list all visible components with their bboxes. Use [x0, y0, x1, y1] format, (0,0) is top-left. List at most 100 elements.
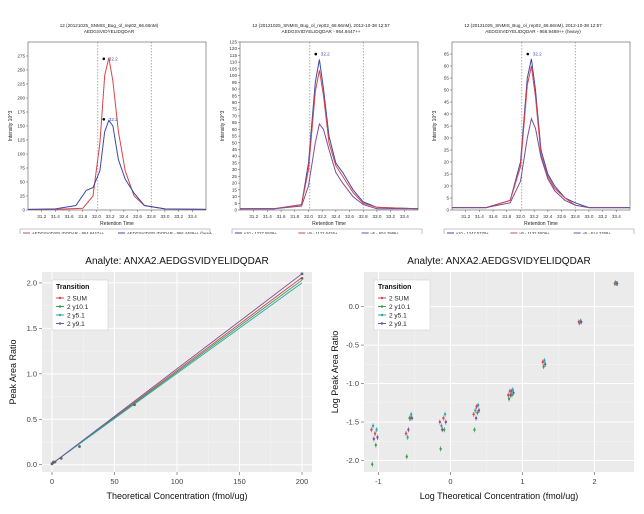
y-tick-label: 25 — [232, 174, 238, 179]
y-axis-label: Intensity 10^3 — [220, 110, 226, 141]
x-tick-label: 32.8 — [147, 214, 156, 219]
x-tick-label: 33.2 — [174, 214, 183, 219]
x-tick-label: 33.4 — [188, 214, 197, 219]
x-tick-label: 31.8 — [502, 214, 511, 219]
y-axis-label: Log Peak Area Ratio — [330, 331, 340, 414]
series-line-red — [240, 70, 419, 210]
data-point — [474, 416, 478, 420]
y-tick-label: 75 — [20, 166, 26, 171]
data-point — [473, 428, 476, 431]
y-tick-label: 100 — [229, 73, 237, 78]
legend-entry: y10 - 1237.5939+ — [244, 231, 277, 234]
legend-marker — [58, 296, 62, 300]
x-tick-label: 32.6 — [557, 214, 566, 219]
y-tick-label: 20 — [232, 181, 238, 186]
data-point — [59, 456, 63, 460]
x-tick-label: 32.0 — [516, 214, 525, 219]
legend-marker — [58, 305, 62, 308]
y-tick-label: 25 — [20, 194, 26, 199]
y-tick-label: 20 — [444, 160, 450, 165]
legend-entry: y9 - 1122.5426+ — [307, 231, 338, 234]
x-axis-label: Log Theoretical Concentration (fmol/ug) — [420, 491, 578, 501]
y-tick-label: 0 — [22, 208, 25, 213]
legend-entry: 2 SUM — [389, 295, 409, 302]
x-axis-label: Retention Time — [100, 221, 134, 227]
data-point — [440, 424, 443, 428]
x-tick-label: 200 — [296, 477, 309, 486]
data-point — [512, 391, 515, 394]
legend-entry: AEDGSVIDYELIDQDAR - 956.4489++ (heavy) — [127, 231, 212, 234]
legend-entry: 2 y10.1 — [67, 304, 89, 311]
x-tick-label: 150 — [233, 477, 246, 486]
legend-marker — [380, 322, 384, 325]
data-point — [541, 360, 544, 364]
data-point — [374, 443, 378, 447]
calibration-linear-panel: Analyte: ANXA2.AEDGSVIDYELIDQDAR 0 50 100 15… — [0, 250, 318, 512]
legend-entry: 2 y5.1 — [389, 312, 407, 319]
legend-title: Transition — [378, 284, 411, 291]
y-tick-label: 250 — [17, 68, 25, 73]
y-tick-label: 100 — [17, 152, 25, 157]
x-tick-label: 31.4 — [51, 214, 60, 219]
data-point — [443, 413, 447, 416]
chart-title: 12 (20121025_SNMIS_Bug_ol_rep02_66.66nM) — [60, 23, 159, 28]
x-tick-label: 100 — [171, 477, 184, 486]
y-tick-label: 40 — [232, 154, 238, 159]
x-tick-label: 33.2 — [386, 214, 395, 219]
calibration-log-chart: Analyte: ANXA2.AEDGSVIDYELIDQDAR -1 0 1 2 -2.… — [330, 256, 634, 501]
calibration-log-panel: Analyte: ANXA2.AEDGSVIDYELIDQDAR -1 0 1 2 -2.… — [322, 250, 640, 512]
x-tick-label: 32.2 — [530, 214, 539, 219]
chart-title: Analyte: ANXA2.AEDGSVIDYELIDQDAR — [407, 256, 590, 267]
y-tick-label: 60 — [232, 127, 238, 132]
legend: y10 - 1247.5779+ y9 - 1132.5509+ y5 - 614.… — [443, 228, 635, 234]
y-tick-label: 55 — [444, 76, 450, 81]
chart-subtitle: AEDGSVIDYELIDQDAR - 954.9447++ — [282, 29, 361, 34]
chromatogram-1: 12 (20121025_SNMIS_Bug_ol_rep02_66.66nM)… — [8, 23, 212, 234]
peak-apex-marker — [102, 57, 106, 61]
y-tick-label: -1.0 — [346, 379, 359, 388]
legend-marker — [380, 305, 384, 308]
y-tick-label: 45 — [232, 147, 238, 152]
data-point — [444, 420, 448, 424]
data-point — [507, 397, 511, 401]
x-tick-label: 31.8 — [290, 214, 299, 219]
y-axis-label: Peak Area Ratio — [8, 339, 18, 404]
y-tick-label: 175 — [17, 110, 25, 115]
data-point — [78, 445, 81, 448]
y-tick-label: 75 — [232, 107, 238, 112]
y-tick-label: 15 — [232, 187, 238, 192]
x-tick-label: 32.0 — [92, 214, 101, 219]
data-point — [372, 437, 376, 441]
x-tick-label: 0 — [50, 477, 54, 486]
y-tick-label: 70 — [232, 113, 238, 118]
data-point — [542, 365, 545, 368]
x-tick-label: 33.4 — [400, 214, 409, 219]
peak-label: 32.2 — [109, 56, 118, 61]
y-tick-label: 90 — [232, 87, 238, 92]
legend-marker — [58, 313, 62, 317]
data-point — [472, 413, 475, 416]
data-point — [439, 447, 442, 451]
x-tick-label: 2 — [592, 477, 596, 486]
legend-entry: y5 - 614.2768+ — [583, 231, 612, 234]
fit-line-teal — [51, 282, 303, 465]
y-tick-label: 0 — [446, 208, 449, 213]
data-point — [407, 428, 410, 431]
chromatogram-panel-3: 12 (20121025_SNMIS_Bug_ol_rep02_66.66nM)… — [430, 20, 636, 234]
legend-entry: y10 - 1247.5779+ — [456, 231, 489, 234]
x-tick-label: 31.4 — [263, 214, 272, 219]
y-tick-label: 30 — [232, 167, 238, 172]
peak-label: 32.2 — [109, 117, 118, 122]
y-tick-label: 120 — [229, 46, 237, 51]
data-point — [477, 409, 481, 412]
legend-marker — [380, 296, 384, 300]
data-point — [544, 363, 547, 366]
y-tick-label: 0.0 — [349, 302, 359, 311]
data-point — [616, 282, 619, 285]
y-tick-label: 50 — [20, 180, 26, 185]
y-tick-label: 125 — [229, 40, 237, 45]
y-tick-label: 35 — [232, 160, 238, 165]
data-point — [410, 413, 413, 416]
y-tick-label: 60 — [444, 64, 450, 69]
y-tick-label: 40 — [444, 112, 450, 117]
